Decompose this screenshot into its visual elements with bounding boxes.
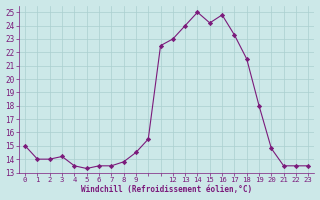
X-axis label: Windchill (Refroidissement éolien,°C): Windchill (Refroidissement éolien,°C) bbox=[81, 185, 252, 194]
